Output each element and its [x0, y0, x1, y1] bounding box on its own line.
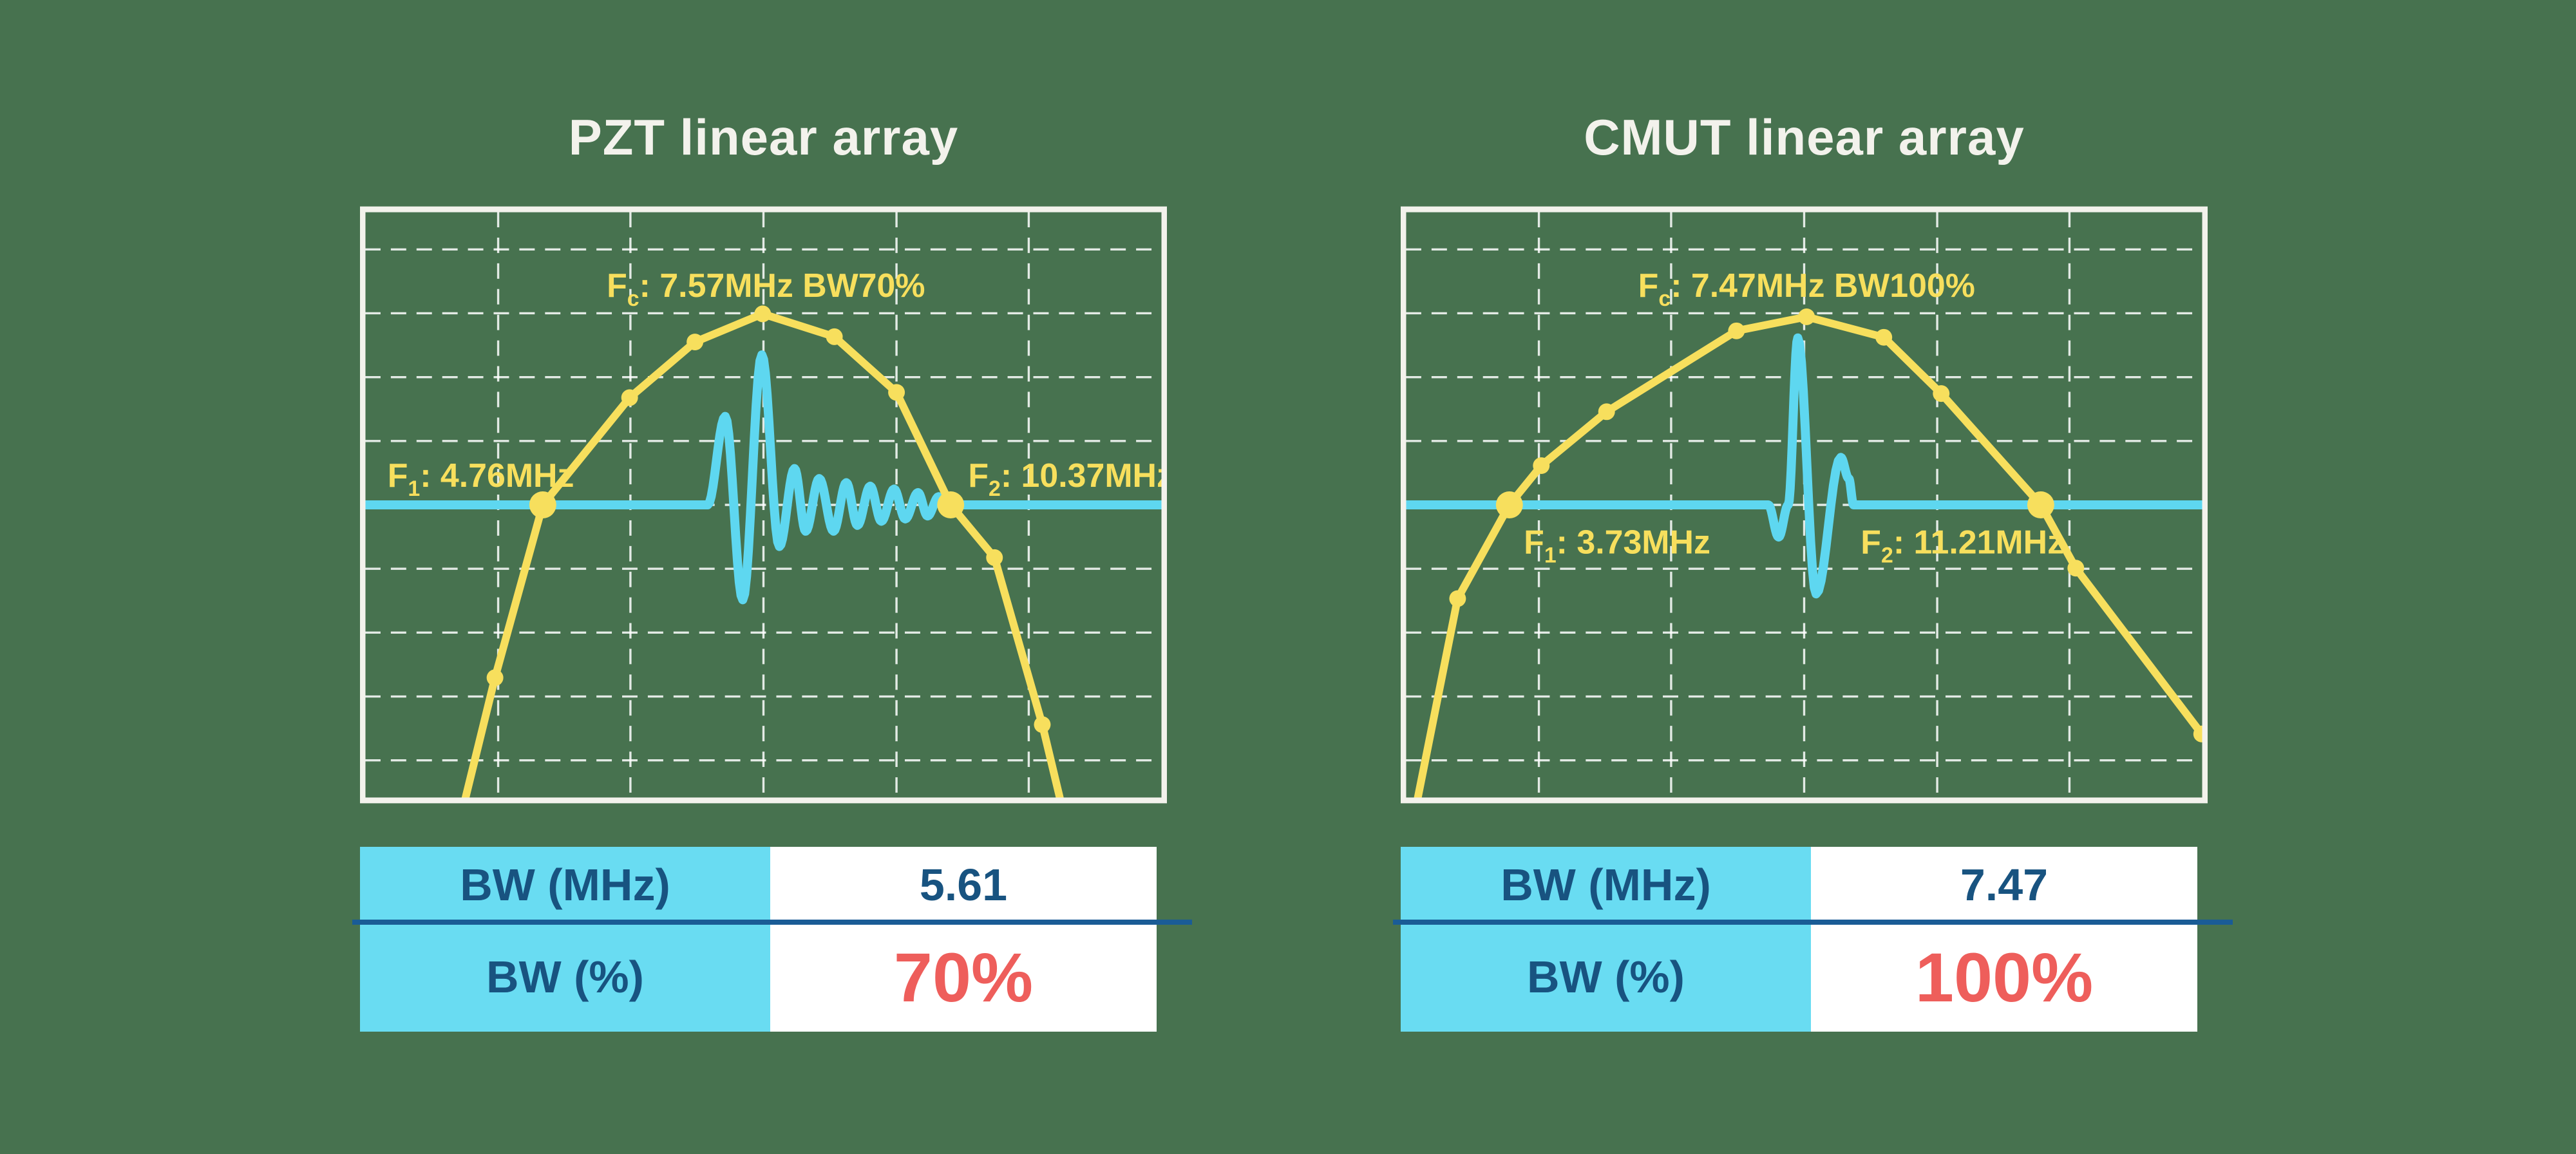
bw-pct-label: BW (%) [360, 922, 770, 1032]
bw-mhz-value: 7.47 [1960, 859, 2049, 910]
bw-mhz-value: 5.61 [919, 859, 1008, 910]
f2-annotation: F2: 10.37MHz [968, 457, 1167, 501]
f2-annotation: F2: 11.21MHz [1861, 523, 2064, 567]
data-point [986, 549, 1003, 566]
data-point [621, 389, 638, 406]
bw-mhz-label: BW (MHz) [1401, 847, 1811, 922]
bw-pct-label: BW (%) [1401, 922, 1811, 1032]
bw-mhz-value-cell: 7.47 [1811, 847, 2197, 922]
bw-pct-value: 100% [1915, 938, 2094, 1016]
data-point [687, 334, 704, 351]
pzt-bw-table: BW (MHz) 5.61 BW (%) 70% [352, 847, 1192, 1032]
f1-annotation: F1: 4.76MHz [388, 457, 574, 501]
data-point [486, 669, 504, 686]
bw-pct-value-cell: 100% [1811, 922, 2197, 1032]
data-point [1875, 328, 1893, 346]
panel-cmut: CMUT linear array Fc: 7.47MHz BW100% F1: … [1393, 0, 2233, 1154]
crossing-point [529, 491, 556, 518]
table-divider-line [1393, 920, 2233, 925]
table-row: BW (MHz) 7.47 [1401, 847, 2197, 922]
table-row: BW (%) 70% [360, 922, 1157, 1032]
spectrum-curve [461, 310, 1064, 802]
chart-border [1401, 206, 2208, 804]
table-row: BW (MHz) 5.61 [360, 847, 1157, 922]
bw-mhz-label: BW (MHz) [360, 847, 770, 922]
data-point [1034, 716, 1051, 733]
data-point [826, 328, 843, 345]
spectrum-markers [1449, 308, 2208, 743]
panel-pzt: PZT linear array Fc: 7.57MHz BW70% F1: 4.… [352, 0, 1192, 1154]
pulse-waveform [360, 350, 1167, 605]
f1-annotation: F1: 3.73MHz [1524, 523, 1710, 567]
data-point [1798, 308, 1815, 325]
data-point [888, 384, 905, 401]
fc-annotation: Fc: 7.47MHz BW100% [1638, 267, 1975, 311]
data-point [754, 305, 772, 323]
data-point [1728, 322, 1745, 339]
table-row: BW (%) 100% [1401, 922, 2197, 1032]
chart-border [360, 206, 1167, 804]
data-point [1449, 590, 1466, 607]
data-point [1598, 403, 1615, 421]
crossing-point [937, 491, 965, 518]
pulse-waveform [1401, 333, 2208, 599]
data-point [2067, 560, 2085, 577]
cmut-bandwidth-chart: Fc: 7.47MHz BW100% F1: 3.73MHz F2: 11.21MH… [1401, 206, 2208, 804]
cmut-bw-table: BW (MHz) 7.47 BW (%) 100% [1393, 847, 2233, 1032]
bw-pct-value: 70% [893, 938, 1034, 1016]
data-point [1533, 457, 1550, 475]
table-divider-line [352, 920, 1192, 925]
cmut-title: CMUT linear array [1584, 109, 2025, 166]
crossing-point [2027, 491, 2054, 518]
pzt-bandwidth-chart: Fc: 7.57MHz BW70% F1: 4.76MHz F2: 10.37MHz [360, 206, 1167, 804]
crossing-point [1495, 491, 1523, 518]
spectrum-markers [486, 305, 1051, 733]
fc-annotation: Fc: 7.57MHz BW70% [607, 267, 925, 311]
bw-pct-value-cell: 70% [770, 922, 1157, 1032]
pzt-title: PZT linear array [568, 109, 959, 166]
bw-mhz-value-cell: 5.61 [770, 847, 1157, 922]
data-point [1933, 385, 1950, 402]
